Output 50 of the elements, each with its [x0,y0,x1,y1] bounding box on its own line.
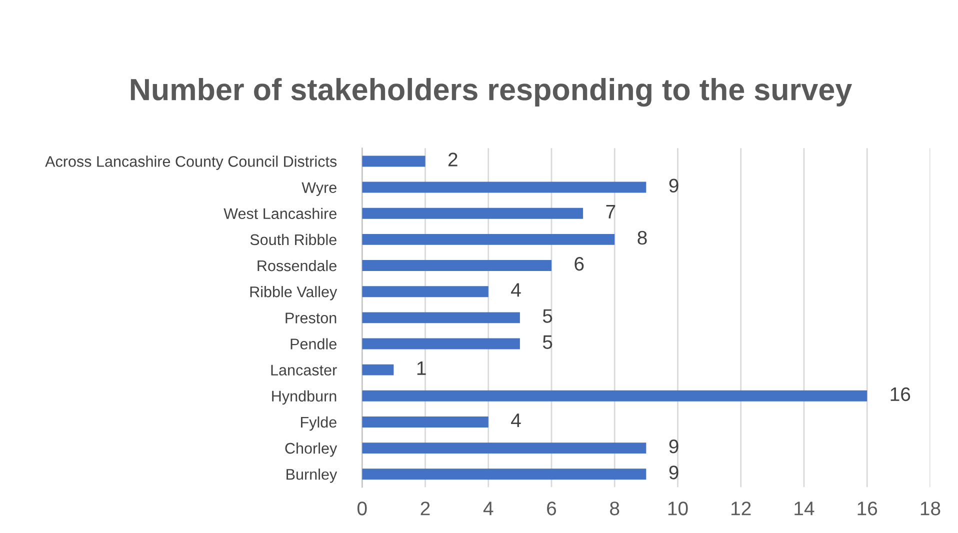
y-tick-label: South Ribble [250,234,336,246]
bar [362,364,394,376]
data-label: 5 [542,335,552,349]
y-tick-label: Wyre [302,182,336,196]
bar [362,208,584,219]
x-tick-label: 16 [858,502,878,516]
y-tick-label: Across Lancashire County Council Districts [45,156,337,170]
data-label: 16 [890,387,910,402]
x-tick-label: 18 [920,502,940,516]
y-tick-label: Burnley [286,468,338,483]
x-tick-label: 6 [547,502,556,516]
data-label: 2 [448,152,458,166]
bar [362,442,646,454]
bar [362,338,520,350]
y-tick-label: Rossendale [258,260,336,272]
data-label: 7 [606,205,616,218]
data-label: 8 [638,230,647,245]
data-label: 5 [542,309,552,323]
bar [362,390,868,402]
x-tick-label: 12 [732,502,751,516]
y-tick-label: Hyndburn [272,390,336,405]
data-label: 6 [574,256,584,271]
data-label: 9 [669,440,678,454]
data-label: 9 [669,178,678,193]
x-tick-label: 4 [483,502,494,516]
y-tick-label: West Lancashire [224,208,336,220]
bar [362,260,552,271]
bar [362,312,520,324]
y-tick-label: Chorley [285,442,338,457]
chart-title: Number of stakeholders responding to the survey [130,78,852,107]
y-tick-label: Preston [286,312,336,324]
x-tick-label: 14 [794,502,814,516]
bar [362,156,426,167]
x-tick-label: 10 [668,502,688,516]
y-tick-label: Pendle [290,338,336,350]
bar [362,416,488,428]
y-tick-label: Fylde [301,416,336,431]
data-label: 9 [669,466,678,480]
bar [362,468,646,480]
y-tick-label: Ribble Valley [250,286,338,300]
x-tick-label: 8 [610,502,620,516]
bar [362,286,488,298]
data-label: 4 [511,283,521,297]
data-label: 4 [511,414,521,427]
x-tick-label: 2 [420,502,430,516]
x-tick-label: 0 [357,502,367,516]
bar [362,182,646,193]
bar [362,234,615,245]
y-tick-label: Lancaster [271,364,337,376]
data-label: 1 [417,361,426,375]
